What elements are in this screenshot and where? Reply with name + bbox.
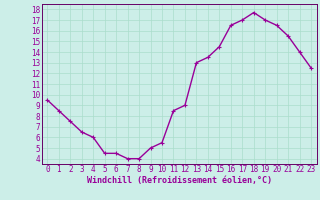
X-axis label: Windchill (Refroidissement éolien,°C): Windchill (Refroidissement éolien,°C) (87, 176, 272, 185)
